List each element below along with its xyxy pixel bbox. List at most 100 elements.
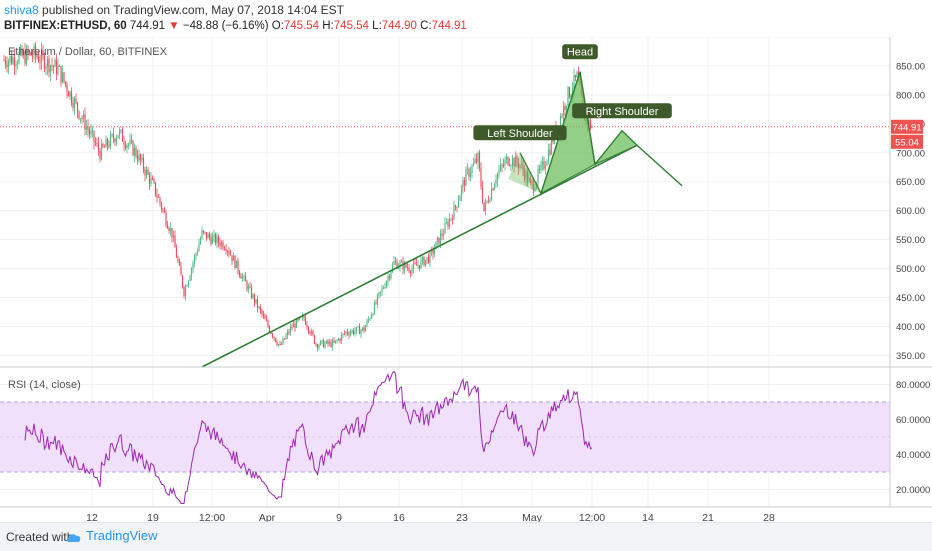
candle-body: [147, 169, 149, 175]
candle-body: [349, 332, 352, 336]
candle-body: [264, 315, 266, 320]
candle-body: [327, 340, 329, 344]
candle-body: [417, 265, 419, 266]
candle-body: [100, 143, 103, 160]
candle-body: [249, 286, 251, 288]
candle-body: [43, 55, 46, 70]
candle-body: [145, 169, 148, 176]
price-tick-label: 550.00: [896, 235, 925, 246]
candle-body: [48, 58, 50, 73]
candle-body: [259, 306, 262, 311]
candle-body: [168, 228, 170, 232]
candle-body: [339, 338, 341, 341]
candle-body: [324, 343, 326, 348]
close-label: C:: [420, 20, 432, 32]
candle-body: [411, 268, 413, 274]
chart-canvas[interactable]: Left Shoulder Head Right Shoulder 350.00 40…: [0, 37, 932, 522]
candle-body: [420, 259, 422, 269]
candle-body: [126, 144, 128, 149]
rsi-axis: 20.0000 40.0000 60.0000 80.0000: [896, 380, 930, 496]
candle-body: [15, 64, 17, 67]
rsi-tick-label: 40.0000: [896, 450, 930, 461]
tradingview-brand-link[interactable]: TradingView: [86, 528, 158, 543]
candle-body: [78, 111, 80, 119]
price-tick-label: 400.00: [896, 322, 925, 333]
candle-body: [316, 344, 319, 348]
candle-body: [531, 180, 533, 185]
time-tick-label: 14: [642, 512, 654, 522]
candle-body: [216, 236, 218, 244]
candle-body: [225, 249, 227, 252]
candle-body: [523, 170, 526, 180]
open-value: 745.54: [283, 20, 320, 32]
candle-body: [448, 218, 451, 227]
candle-body: [136, 156, 139, 161]
candle-body: [325, 340, 328, 344]
candle-body: [511, 158, 514, 166]
candle-body: [285, 335, 287, 340]
candle-body: [247, 286, 250, 290]
candle-body: [426, 256, 428, 260]
candle-body: [142, 157, 145, 170]
candle-body: [115, 138, 118, 143]
candle-body: [24, 51, 26, 64]
candle-body: [211, 236, 214, 244]
time-tick-label: 9: [336, 512, 342, 522]
candle-body: [486, 200, 488, 203]
candle-body: [315, 343, 317, 345]
time-tick-label: 28: [763, 512, 775, 522]
candle-body: [588, 119, 590, 125]
candle-body: [376, 295, 379, 304]
candle-body: [103, 146, 106, 148]
candle-body: [468, 168, 470, 177]
candle-body: [537, 169, 539, 183]
candle-body: [201, 230, 203, 239]
candle-body: [433, 249, 436, 254]
candle-body: [22, 51, 25, 56]
candle-body: [472, 162, 475, 166]
candle-body: [250, 287, 253, 298]
candle-body: [138, 154, 140, 161]
candle-body: [79, 118, 82, 119]
close-value: 744.91: [431, 20, 467, 32]
candle-body: [162, 209, 164, 211]
time-tick-label: 23: [456, 512, 468, 522]
candle-body: [55, 60, 58, 75]
candle-body: [447, 222, 449, 227]
candle-body: [357, 326, 359, 328]
candle-body: [166, 224, 169, 229]
candle-body: [508, 164, 511, 166]
candle-body: [207, 234, 209, 239]
change-value: −48.88 (−6.16%): [182, 20, 269, 32]
candle-body: [210, 237, 212, 244]
candle-body: [10, 56, 13, 64]
author-link[interactable]: shiva8: [4, 3, 39, 17]
high-value: 745.54: [333, 20, 369, 32]
candle-body: [6, 64, 8, 68]
candle-body: [163, 209, 166, 213]
candle-body: [403, 262, 406, 270]
candle-body: [567, 87, 569, 107]
candle-body: [67, 91, 70, 97]
candle-body: [370, 315, 373, 319]
candle-body: [192, 263, 194, 269]
candle-body: [117, 135, 119, 139]
candle-body: [544, 165, 547, 169]
candle-body: [114, 138, 116, 143]
candle-body: [397, 266, 400, 269]
candle-body: [336, 340, 338, 342]
candle-body: [496, 173, 499, 181]
pattern-annotations: Left Shoulder Head Right Shoulder: [473, 44, 672, 194]
candle-body: [108, 145, 110, 147]
candle-body: [402, 261, 404, 270]
candle-body: [283, 338, 286, 340]
candle-body: [208, 234, 211, 238]
candle-body: [171, 227, 173, 238]
candle-body: [441, 233, 443, 236]
candle-body: [276, 341, 278, 345]
candle-body: [184, 286, 187, 296]
annotation-label-bg: [473, 125, 567, 141]
candle-body: [504, 160, 506, 166]
candle-body: [385, 281, 388, 288]
candle-body: [90, 131, 92, 134]
